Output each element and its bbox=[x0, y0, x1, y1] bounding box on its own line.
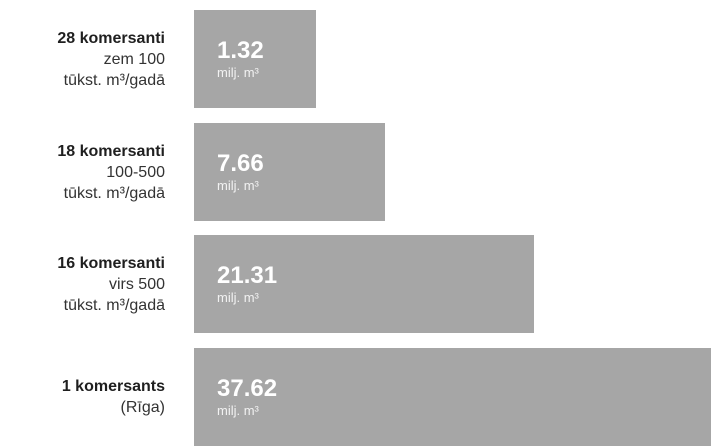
category-name: 18 komersanti bbox=[57, 142, 165, 160]
category-name: 16 komersanti bbox=[57, 254, 165, 272]
category-label: 16 komersanti virs 500 tūkst. m³/gadā bbox=[0, 239, 165, 329]
category-description: tūkst. m³/gadā bbox=[63, 184, 165, 202]
category-label: 18 komersanti 100-500 tūkst. m³/gadā bbox=[0, 127, 165, 217]
bar-row: 1 komersants (Rīga) 37.62 milj. m³ bbox=[0, 348, 711, 446]
bar: 7.66 milj. m³ bbox=[194, 123, 385, 221]
bar-row: 18 komersanti 100-500 tūkst. m³/gadā 7.66 mi… bbox=[0, 123, 711, 221]
bar-unit-label: milj. m³ bbox=[217, 64, 259, 80]
category-name: 1 komersants bbox=[61, 378, 165, 395]
bar-unit-label: milj. m³ bbox=[217, 177, 259, 193]
bar: 21.31 milj. m³ bbox=[194, 235, 534, 333]
category-description: tūkst. m³/gadā bbox=[63, 296, 165, 314]
category-label: 1 komersants (Rīga) bbox=[0, 352, 165, 442]
bar-value-label: 37.62 bbox=[217, 374, 278, 402]
bar: 37.62 milj. m³ bbox=[194, 348, 711, 446]
bar: 1.32 milj. m³ bbox=[194, 10, 316, 108]
category-description: 100-500 bbox=[106, 163, 165, 181]
category-description: tūkst. m³/gadā bbox=[63, 71, 165, 89]
bar-row: 16 komersanti virs 500 tūkst. m³/gadā 21.31… bbox=[0, 235, 711, 333]
bar-unit-label: milj. m³ bbox=[217, 289, 259, 305]
bar-unit-label: milj. m³ bbox=[217, 402, 259, 418]
category-description: (Rīga) bbox=[120, 399, 165, 416]
category-label: 28 komersanti zem 100 tūkst. m³/gadā bbox=[0, 14, 165, 104]
bar-row: 28 komersanti zem 100 tūkst. m³/gadā 1.32 mi… bbox=[0, 10, 711, 108]
category-description: zem 100 bbox=[103, 50, 165, 68]
bar-value-label: 21.31 bbox=[217, 261, 278, 289]
category-description: virs 500 bbox=[108, 275, 165, 293]
category-name: 28 komersanti bbox=[57, 29, 165, 47]
bar-value-label: 1.32 bbox=[217, 36, 264, 64]
bar-value-label: 7.66 bbox=[217, 149, 264, 177]
